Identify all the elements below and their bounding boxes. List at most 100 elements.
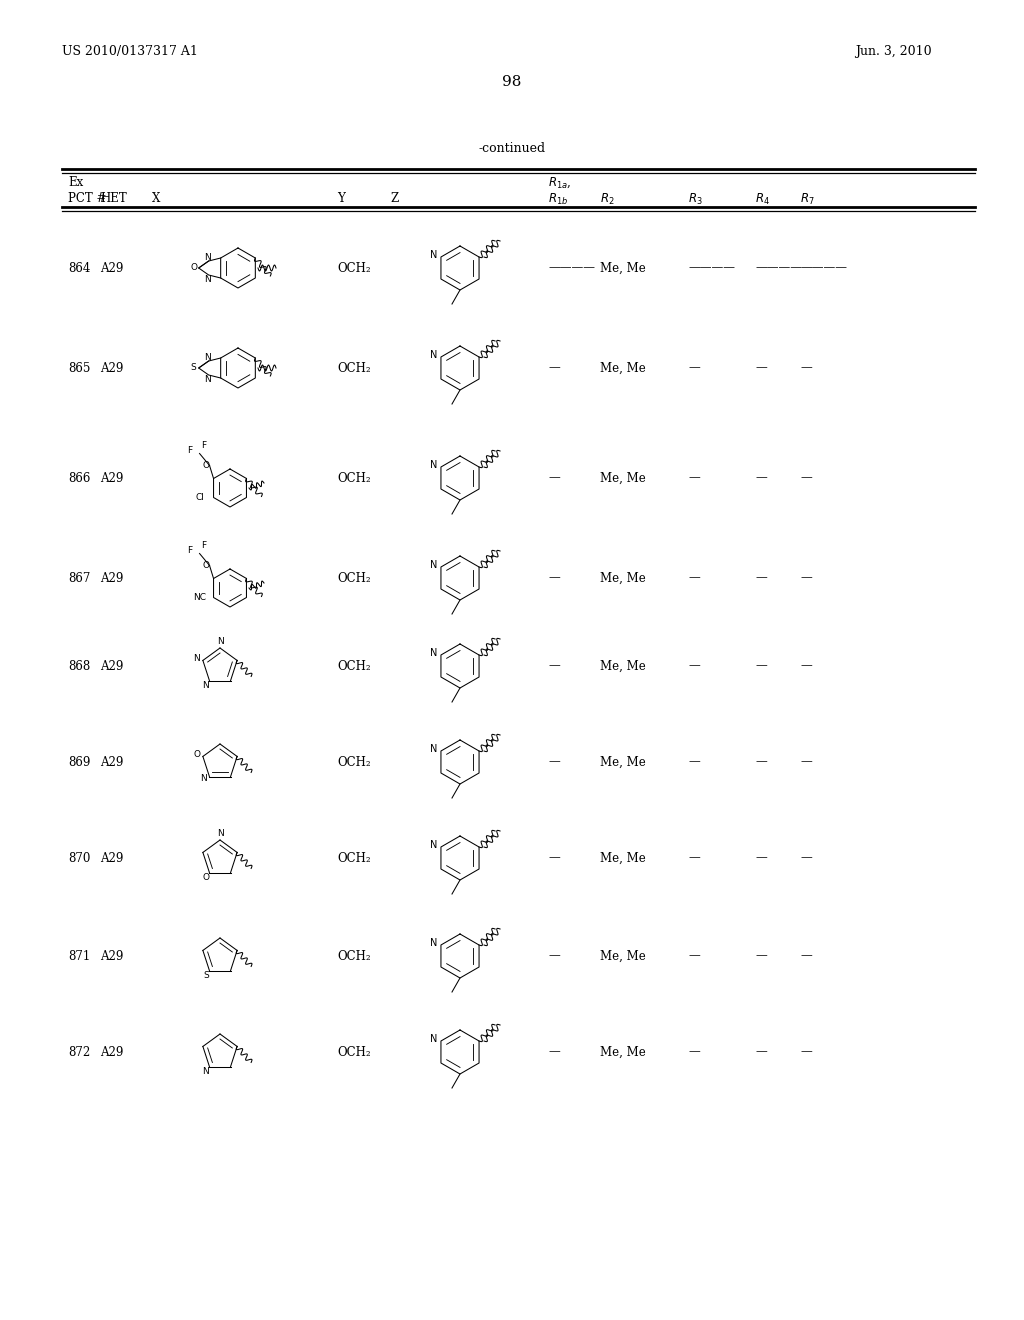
Text: N: N (200, 774, 207, 783)
Text: OCH₂: OCH₂ (337, 261, 371, 275)
Text: A29: A29 (100, 949, 123, 962)
Text: —: — (688, 949, 699, 962)
Text: ————: ———— (548, 261, 595, 275)
Text: 864: 864 (68, 261, 90, 275)
Text: —: — (800, 949, 812, 962)
Text: 872: 872 (68, 1045, 90, 1059)
Text: O: O (202, 461, 209, 470)
Text: —: — (688, 1045, 699, 1059)
Text: ————: ———— (800, 261, 847, 275)
Text: A29: A29 (100, 660, 123, 672)
Text: Me, Me: Me, Me (600, 261, 646, 275)
Text: N: N (430, 560, 437, 570)
Text: A29: A29 (100, 261, 123, 275)
Text: —: — (688, 851, 699, 865)
Text: $R_3$: $R_3$ (688, 191, 702, 206)
Text: ————: ———— (755, 261, 802, 275)
Text: X: X (152, 193, 161, 206)
Text: N: N (205, 275, 211, 284)
Text: 865: 865 (68, 362, 90, 375)
Text: F: F (187, 546, 193, 554)
Text: Me, Me: Me, Me (600, 851, 646, 865)
Text: 868: 868 (68, 660, 90, 672)
Text: Jun. 3, 2010: Jun. 3, 2010 (855, 45, 932, 58)
Text: O: O (194, 750, 201, 759)
Text: N: N (430, 350, 437, 360)
Text: —: — (548, 471, 560, 484)
Text: —: — (755, 755, 767, 768)
Text: US 2010/0137317 A1: US 2010/0137317 A1 (62, 45, 198, 58)
Text: —: — (755, 949, 767, 962)
Text: -continued: -continued (478, 141, 546, 154)
Text: N: N (217, 829, 223, 838)
Text: N: N (205, 352, 211, 362)
Text: O: O (202, 561, 209, 570)
Text: 870: 870 (68, 851, 90, 865)
Text: N: N (430, 459, 437, 470)
Text: N: N (203, 681, 209, 690)
Text: —: — (800, 471, 812, 484)
Text: Cl: Cl (196, 492, 204, 502)
Text: N: N (205, 252, 211, 261)
Text: $R_2$: $R_2$ (600, 191, 614, 206)
Text: N: N (217, 638, 223, 647)
Text: A29: A29 (100, 851, 123, 865)
Text: 866: 866 (68, 471, 90, 484)
Text: N: N (430, 249, 437, 260)
Text: —: — (548, 949, 560, 962)
Text: —: — (688, 471, 699, 484)
Text: A29: A29 (100, 471, 123, 484)
Text: F: F (187, 446, 193, 455)
Text: O: O (203, 873, 209, 882)
Text: —: — (755, 362, 767, 375)
Text: Me, Me: Me, Me (600, 949, 646, 962)
Text: NC: NC (194, 593, 206, 602)
Text: N: N (430, 840, 437, 850)
Text: $R_{1b}$: $R_{1b}$ (548, 191, 568, 206)
Text: —: — (548, 1045, 560, 1059)
Text: —: — (548, 660, 560, 672)
Text: —: — (800, 755, 812, 768)
Text: —: — (755, 1045, 767, 1059)
Text: OCH₂: OCH₂ (337, 755, 371, 768)
Text: Z: Z (390, 193, 398, 206)
Text: —: — (548, 755, 560, 768)
Text: N: N (430, 744, 437, 754)
Text: OCH₂: OCH₂ (337, 471, 371, 484)
Text: $R_7$: $R_7$ (800, 191, 815, 206)
Text: —: — (755, 851, 767, 865)
Text: N: N (194, 653, 201, 663)
Text: N: N (205, 375, 211, 384)
Text: A29: A29 (100, 572, 123, 585)
Text: HET: HET (100, 193, 127, 206)
Text: Me, Me: Me, Me (600, 471, 646, 484)
Text: —: — (688, 660, 699, 672)
Text: —: — (548, 362, 560, 375)
Text: N: N (203, 1067, 209, 1076)
Text: ————: ———— (688, 261, 735, 275)
Text: —: — (688, 572, 699, 585)
Text: A29: A29 (100, 755, 123, 768)
Text: OCH₂: OCH₂ (337, 572, 371, 585)
Text: OCH₂: OCH₂ (337, 1045, 371, 1059)
Text: —: — (548, 851, 560, 865)
Text: 871: 871 (68, 949, 90, 962)
Text: —: — (548, 572, 560, 585)
Text: —: — (800, 362, 812, 375)
Text: F: F (201, 441, 206, 450)
Text: —: — (755, 572, 767, 585)
Text: Me, Me: Me, Me (600, 755, 646, 768)
Text: $R_{1a}$,: $R_{1a}$, (548, 176, 571, 190)
Text: —: — (800, 572, 812, 585)
Text: PCT #: PCT # (68, 193, 106, 206)
Text: Me, Me: Me, Me (600, 572, 646, 585)
Text: —: — (800, 1045, 812, 1059)
Text: N: N (430, 939, 437, 948)
Text: Me, Me: Me, Me (600, 660, 646, 672)
Text: N: N (430, 648, 437, 657)
Text: OCH₂: OCH₂ (337, 362, 371, 375)
Text: Me, Me: Me, Me (600, 1045, 646, 1059)
Text: —: — (800, 851, 812, 865)
Text: S: S (203, 972, 209, 979)
Text: A29: A29 (100, 1045, 123, 1059)
